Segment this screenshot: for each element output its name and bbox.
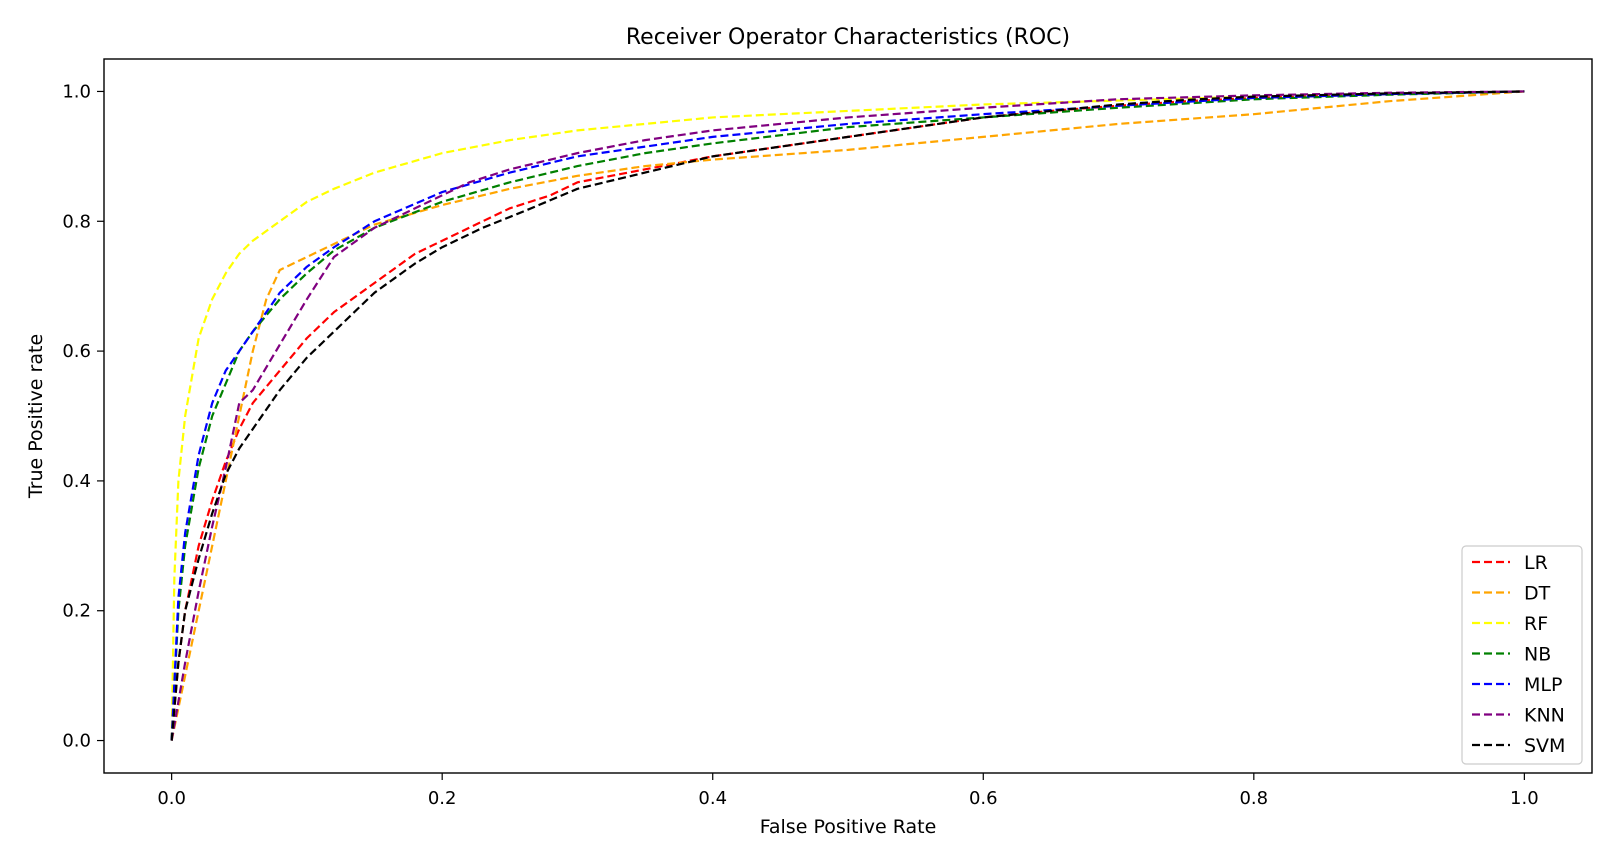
y-axis: 0.0 0.2 0.4 0.6 0.8 1.0	[62, 81, 104, 752]
series-line-mlp	[170, 90, 1525, 741]
series-line-nb	[170, 90, 1525, 741]
series-line-dt	[170, 90, 1525, 741]
y-tick-label: 0.0	[62, 731, 91, 752]
legend-label-lr: LR	[1524, 552, 1548, 574]
legend-label-nb: NB	[1524, 644, 1551, 666]
legend-label-dt: DT	[1524, 583, 1551, 605]
y-tick-label: 0.4	[62, 471, 91, 492]
plot-frame	[103, 58, 1593, 774]
legend-box	[1461, 545, 1583, 765]
x-tick-label: 0.8	[1239, 788, 1268, 809]
series-layer	[170, 90, 1525, 741]
legend-label-svm: SVM	[1524, 735, 1565, 757]
x-tick-label: 0.4	[698, 788, 727, 809]
y-tick-label: 0.2	[62, 601, 91, 622]
chart-title: Receiver Operator Characteristics (ROC)	[626, 25, 1070, 50]
series-line-lr	[170, 90, 1525, 741]
y-tick-label: 1.0	[62, 81, 91, 102]
legend: LR DT RF NB MLP KNN SVM	[1461, 545, 1583, 765]
y-axis-label: True Positive rate	[25, 334, 47, 499]
x-tick-label: 1.0	[1510, 788, 1539, 809]
y-tick-label: 0.8	[62, 211, 91, 232]
legend-label-rf: RF	[1524, 613, 1548, 635]
series-line-knn	[170, 90, 1525, 741]
x-tick-label: 0.0	[157, 788, 186, 809]
x-axis: 0.0 0.2 0.4 0.6 0.8 1.0	[157, 773, 1539, 809]
x-tick-label: 0.2	[428, 788, 457, 809]
series-line-svm	[170, 90, 1525, 741]
plot-area	[103, 58, 1593, 774]
x-axis-label: False Positive Rate	[760, 816, 937, 838]
legend-label-mlp: MLP	[1524, 674, 1562, 696]
series-line-rf	[170, 90, 1525, 741]
legend-label-knn: KNN	[1524, 705, 1565, 727]
x-tick-label: 0.6	[969, 788, 998, 809]
y-tick-label: 0.6	[62, 341, 91, 362]
